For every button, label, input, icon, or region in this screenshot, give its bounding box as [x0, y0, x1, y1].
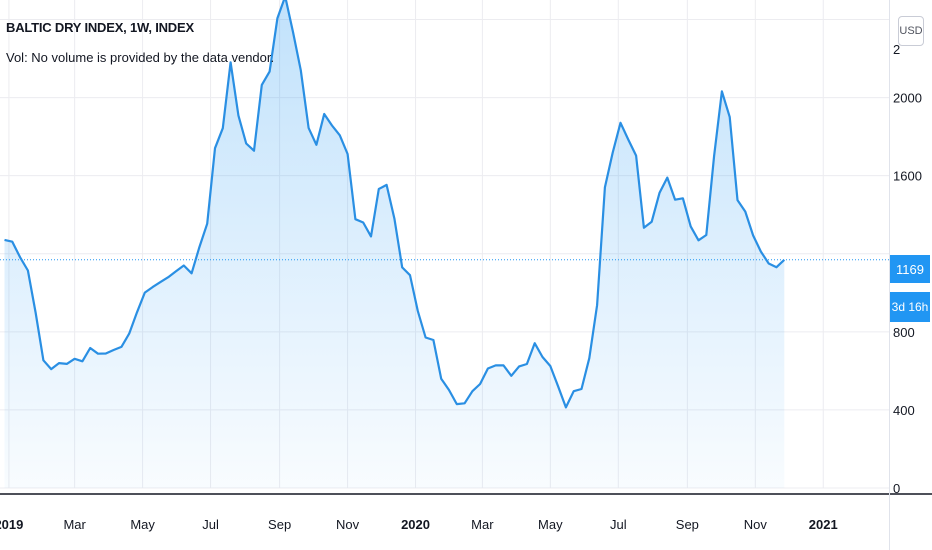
chart-title: BALTIC DRY INDEX, 1W, INDEX	[6, 20, 194, 35]
x-tick-label: Jul	[202, 517, 219, 532]
series-line	[4, 0, 786, 409]
y-tick-label: 400	[893, 403, 915, 418]
x-tick-label: Nov	[336, 517, 360, 532]
x-tick-label: Sep	[268, 517, 291, 532]
y-tick-label: 800	[893, 325, 915, 340]
y-tick-label: 2000	[893, 91, 922, 106]
last-price-tag: 1169	[890, 255, 930, 283]
x-tick-label: Mar	[471, 517, 494, 532]
y-tick-label: 0	[893, 481, 900, 496]
volume-note: Vol: No volume is provided by the data v…	[6, 50, 275, 65]
x-tick-label: 2020	[401, 517, 430, 532]
currency-button[interactable]: USD	[898, 16, 924, 46]
x-tick-label: May	[538, 517, 563, 532]
y-tick-label: 1600	[893, 169, 922, 184]
bar-countdown-tag: 3d 16h	[890, 292, 930, 322]
x-tick-label: Mar	[63, 517, 86, 532]
x-tick-label: May	[130, 517, 155, 532]
x-tick-label: Sep	[676, 517, 699, 532]
price-axis: 0 400 800 1600 2000 2	[893, 42, 922, 496]
y-tick-label: 2	[893, 42, 900, 57]
x-tick-label: Nov	[744, 517, 768, 532]
x-tick-label: Jul	[610, 517, 627, 532]
x-tick-label: 2021	[809, 517, 838, 532]
area-fill	[4, 0, 785, 488]
